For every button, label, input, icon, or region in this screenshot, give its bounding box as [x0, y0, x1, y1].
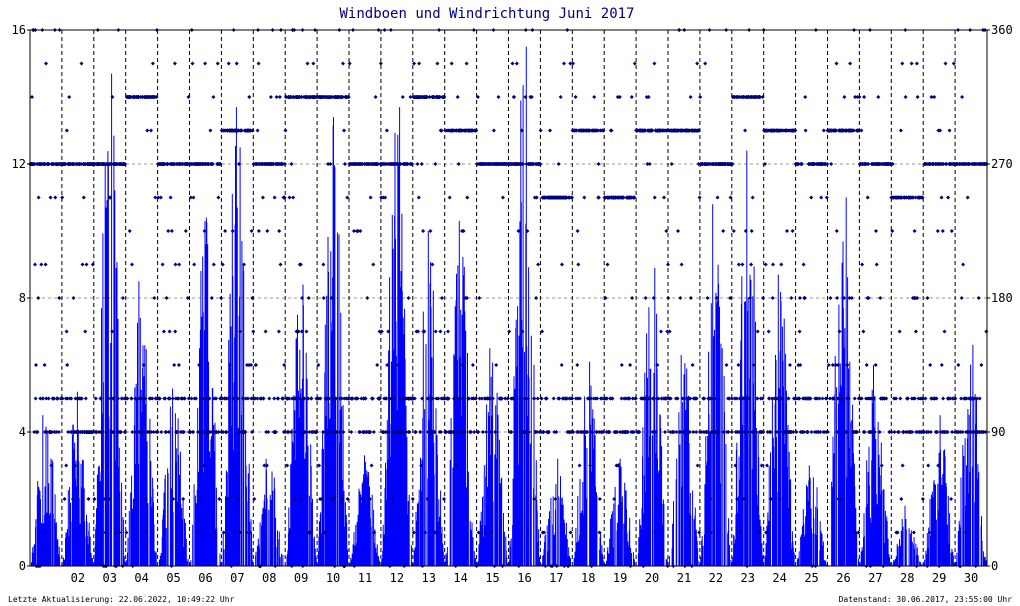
y-right-tick-label: 270	[991, 157, 1013, 171]
direction-dots	[28, 28, 989, 568]
y-left-tick-label: 4	[19, 425, 26, 439]
footer-last-update: Letzte Aktualisierung: 22.06.2022, 10:49…	[8, 595, 235, 604]
x-axis: 02 03 04 05 06 07 08 09 10 11 12 13 14 15 16 17 18 19 20 21…	[71, 571, 979, 585]
y-left-tick-label: 16	[12, 23, 26, 37]
x-tick-label: 06	[198, 571, 212, 585]
gust-bar-day-12	[381, 107, 413, 566]
x-tick-label: 10	[326, 571, 340, 585]
x-tick-label: 24	[772, 571, 786, 585]
y-right-tick-label: 90	[991, 425, 1005, 439]
x-tick-label: 22	[709, 571, 723, 585]
x-tick-label: 16	[517, 571, 531, 585]
y-right-tick-label: 180	[991, 291, 1013, 305]
direction-dot-series	[28, 28, 989, 568]
x-tick-label: 21	[677, 571, 691, 585]
gust-bar-day-3	[93, 73, 126, 566]
x-tick-label: 19	[613, 571, 627, 585]
gust-bar-day-7	[221, 107, 254, 566]
x-tick-label: 09	[294, 571, 308, 585]
chart-title: Windboen und Windrichtung Juni 2017	[339, 6, 634, 22]
gust-bar-day-25	[796, 465, 828, 566]
gust-bar-day-1	[30, 415, 61, 566]
x-tick-label: 20	[645, 571, 659, 585]
y-left-tick-label: 12	[12, 157, 26, 171]
y-axis-left: 0 4 8 12 16	[12, 23, 30, 573]
gust-bar-day-27	[859, 365, 892, 566]
y-left-tick-label: 0	[19, 559, 26, 573]
gust-bar-day-2	[62, 391, 94, 566]
y-left-tick-label: 8	[19, 291, 26, 305]
gust-bar-day-10	[317, 117, 349, 566]
x-tick-label: 07	[230, 571, 244, 585]
gust-bar-day-24	[764, 274, 796, 566]
x-tick-label: 27	[868, 571, 882, 585]
y-right-tick-label: 360	[991, 23, 1013, 37]
y-right-tick-label: 0	[991, 559, 998, 573]
x-tick-label: 04	[134, 571, 148, 585]
x-tick-label: 15	[485, 571, 499, 585]
gust-bars	[30, 46, 987, 566]
footer-data-status: Datenstand: 30.06.2017, 23:55:00 Uhr	[839, 595, 1013, 604]
x-tick-label: 28	[900, 571, 914, 585]
x-tick-label: 11	[358, 571, 372, 585]
x-tick-label: 13	[422, 571, 436, 585]
x-tick-label: 26	[836, 571, 850, 585]
gust-bar-day-16	[508, 46, 541, 566]
x-tick-label: 08	[262, 571, 276, 585]
x-tick-label: 25	[804, 571, 818, 585]
x-tick-label: 05	[166, 571, 180, 585]
x-tick-label: 30	[964, 571, 978, 585]
x-tick-label: 12	[390, 571, 404, 585]
gust-bar-day-14	[444, 220, 477, 566]
x-tick-label: 29	[932, 571, 946, 585]
x-tick-label: 14	[453, 571, 467, 585]
x-tick-label: 17	[549, 571, 563, 585]
gust-bar-day-22	[700, 204, 732, 566]
x-tick-label: 23	[741, 571, 755, 585]
x-tick-label: 03	[103, 571, 117, 585]
gust-bar-day-9	[286, 284, 318, 566]
gust-bar-day-19	[604, 458, 636, 566]
x-tick-label: 02	[71, 571, 85, 585]
gust-bar-day-26	[827, 197, 859, 566]
x-tick-label: 18	[581, 571, 595, 585]
gust-bar-day-6	[189, 217, 222, 566]
gust-bar-day-4	[125, 281, 158, 566]
y-axis-right: 0 90 180 270 360	[987, 23, 1013, 573]
